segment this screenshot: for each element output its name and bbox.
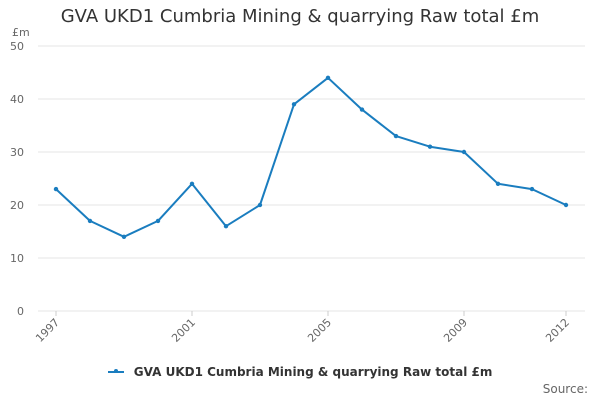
y-tick-label: 30: [10, 146, 24, 159]
data-point[interactable]: [291, 102, 297, 107]
data-point[interactable]: [121, 234, 127, 239]
data-point[interactable]: [359, 107, 365, 112]
series-layer: [53, 75, 569, 239]
y-tick-label: 20: [10, 199, 24, 212]
data-point[interactable]: [155, 218, 161, 224]
data-point[interactable]: [529, 186, 535, 192]
data-point[interactable]: [461, 149, 467, 155]
x-axis-ticks: 1997 2001 2005 2009 2012: [33, 311, 572, 345]
x-tick-label: 2012: [543, 316, 572, 345]
series-line[interactable]: [55, 76, 567, 238]
data-point[interactable]: [393, 133, 399, 139]
data-point[interactable]: [495, 181, 501, 186]
data-point[interactable]: [189, 181, 195, 186]
y-tick-label: 10: [10, 252, 24, 265]
legend[interactable]: GVA UKD1 Cumbria Mining & quarrying Raw …: [0, 365, 600, 379]
y-tick-label: 50: [10, 40, 24, 53]
x-tick-label: 1997: [33, 316, 62, 345]
data-point[interactable]: [87, 218, 93, 224]
legend-label[interactable]: GVA UKD1 Cumbria Mining & quarrying Raw …: [133, 365, 493, 379]
data-point[interactable]: [223, 224, 229, 229]
y-axis-ticks: 0 10 20 30 40 50: [10, 40, 24, 318]
y-tick-label: 0: [17, 305, 24, 318]
data-point[interactable]: [325, 75, 331, 81]
y-tick-label: 40: [10, 93, 24, 106]
legend-swatch: [107, 368, 124, 373]
x-tick-label: 2009: [441, 316, 470, 345]
data-point[interactable]: [427, 144, 433, 149]
data-point[interactable]: [563, 202, 569, 208]
chart-title: GVA UKD1 Cumbria Mining & quarrying Raw …: [60, 6, 540, 27]
x-tick-label: 2001: [169, 316, 198, 345]
gridlines: [38, 45, 585, 312]
data-point[interactable]: [53, 186, 59, 192]
credits[interactable]: Source:: [542, 382, 588, 396]
y-axis-unit-label: £m: [12, 26, 30, 39]
x-tick-label: 2005: [305, 316, 334, 345]
data-point[interactable]: [257, 202, 263, 208]
